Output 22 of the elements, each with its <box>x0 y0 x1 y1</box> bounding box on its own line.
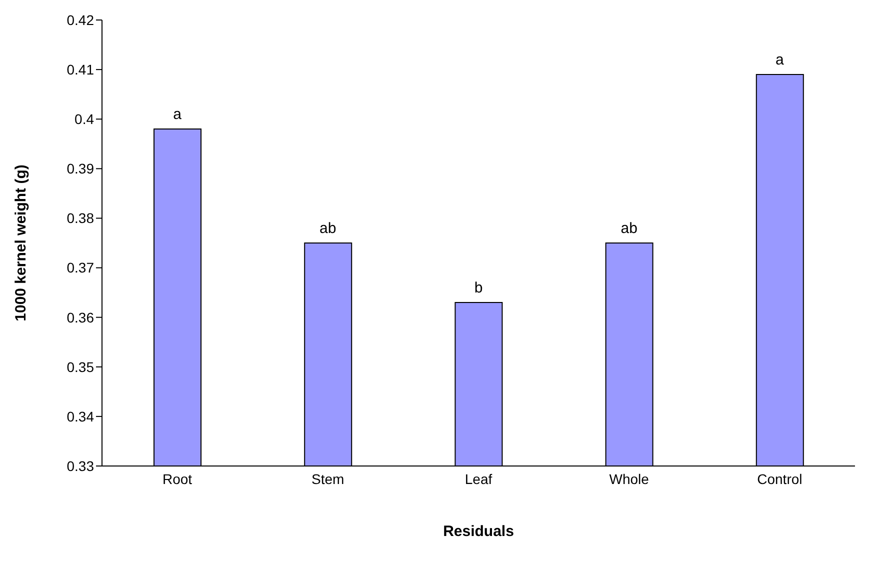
y-tick-label: 0.41 <box>66 62 94 78</box>
annotation: a <box>776 52 785 69</box>
annotation: ab <box>320 220 336 237</box>
x-tick-label: Whole <box>609 470 650 487</box>
annotation: b <box>474 279 483 296</box>
y-tick-label: 0.35 <box>66 358 94 375</box>
y-tick-label: 0.33 <box>66 458 94 474</box>
y-tick-label: 0.37 <box>66 260 94 276</box>
y-tick-label: 0.38 <box>66 210 94 226</box>
x-axis-title: Residuals <box>443 523 514 540</box>
x-tick-label: Stem <box>312 470 344 487</box>
y-tick-label: 0.42 <box>66 12 94 28</box>
x-tick-label: Control <box>757 470 802 487</box>
annotation: a <box>173 106 182 124</box>
y-axis-title: 1000 kernel weight (g) <box>12 164 30 322</box>
y-tick-label: 0.36 <box>66 309 94 326</box>
x-tick-label: Leaf <box>464 470 492 487</box>
y-tick-label: 0.39 <box>66 160 94 177</box>
y-tick-label: 0.4 <box>74 111 94 128</box>
x-tick-label: Root <box>162 470 192 487</box>
y-tick-label: 0.34 <box>66 408 94 424</box>
annotation: ab <box>620 220 638 237</box>
